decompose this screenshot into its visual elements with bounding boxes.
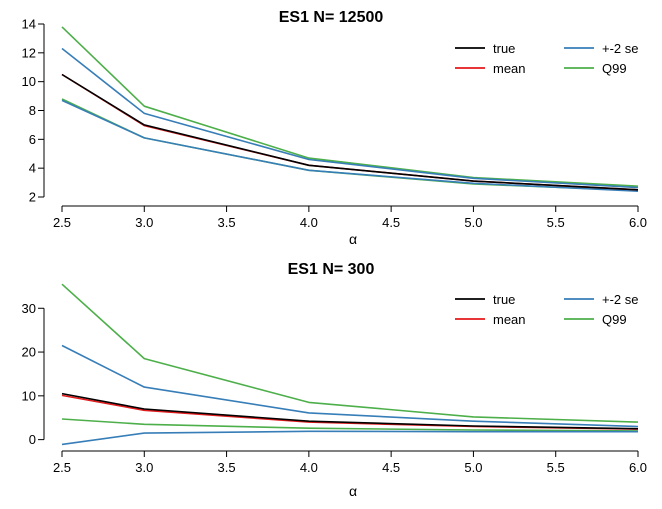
x-tick-label: 5.5 xyxy=(547,460,565,475)
x-tick-label: 3.5 xyxy=(218,460,236,475)
x-tick-label: 5.0 xyxy=(464,215,482,230)
series-line-q99 xyxy=(61,283,639,423)
y-tick-label: 10 xyxy=(22,74,36,89)
panel-2: ES1 N= 300 0 10 20 30 2.5 3.0 3.5 4.0 4.5 5.0 5.5 6.… xyxy=(22,261,648,499)
y-tick-label: 10 xyxy=(22,388,36,403)
x-tick-label: 3.0 xyxy=(135,215,153,230)
y-tick-label: 6 xyxy=(29,132,36,147)
x-tick-label: 6.0 xyxy=(629,460,647,475)
legend-entry: true xyxy=(455,41,515,56)
series-line-2se xyxy=(61,344,639,428)
series-line-2se xyxy=(61,99,639,192)
panel-title: ES1 N= 12500 xyxy=(279,9,384,26)
legend-entry: +-2 se xyxy=(564,41,639,56)
x-tick-label: 3.5 xyxy=(218,215,236,230)
series-line-2se xyxy=(61,430,638,446)
legend-label: true xyxy=(493,41,515,56)
y-tick-label: 20 xyxy=(22,345,36,360)
x-tick-label: 5.5 xyxy=(547,215,565,230)
series-line-q99 xyxy=(61,26,639,187)
legend-entry: +-2 se xyxy=(564,292,639,307)
y-tick-label: 12 xyxy=(22,45,36,60)
y-tick-label: 4 xyxy=(29,161,36,176)
x-axis-label: α xyxy=(349,231,357,247)
series-line-q99 xyxy=(61,98,639,192)
y-tick-label: 2 xyxy=(29,190,36,205)
legend-entry: mean xyxy=(455,312,526,327)
x-tick-label: 4.5 xyxy=(382,460,400,475)
panel-title: ES1 N= 300 xyxy=(288,261,375,278)
y-tick-label: 0 xyxy=(29,432,36,447)
x-tick-label: 4.0 xyxy=(300,215,318,230)
y-tick-label: 14 xyxy=(22,17,36,32)
legend-label: +-2 se xyxy=(602,41,639,56)
x-axis-label: α xyxy=(349,483,357,499)
legend-entry: Q99 xyxy=(564,312,627,327)
legend-label: mean xyxy=(493,312,526,327)
legend-label: mean xyxy=(493,61,526,76)
series-line-mean xyxy=(61,73,639,191)
x-tick-label: 6.0 xyxy=(629,215,647,230)
x-tick-label: 4.0 xyxy=(300,460,318,475)
series-line-true xyxy=(61,73,639,191)
series-line-2se xyxy=(61,47,639,189)
x-tick-label: 2.5 xyxy=(53,215,71,230)
legend-entry: Q99 xyxy=(564,61,627,76)
legend-label: +-2 se xyxy=(602,292,639,307)
y-tick-label: 30 xyxy=(22,301,36,316)
legend-label: Q99 xyxy=(602,61,627,76)
legend-entry: true xyxy=(455,292,515,307)
x-tick-label: 4.5 xyxy=(382,215,400,230)
x-tick-label: 5.0 xyxy=(464,460,482,475)
x-tick-label: 2.5 xyxy=(53,460,71,475)
legend-label: true xyxy=(493,292,515,307)
series-line-true xyxy=(61,392,639,430)
x-tick-label: 3.0 xyxy=(135,460,153,475)
legend-entry: mean xyxy=(455,61,526,76)
y-tick-label: 8 xyxy=(29,103,36,118)
legend-label: Q99 xyxy=(602,312,627,327)
series-line-q99 xyxy=(61,418,639,432)
panel-1: ES1 N= 12500 2 4 6 8 10 12 14 2.5 3.0 3.5 4.0 4.5 5.0… xyxy=(22,9,648,247)
